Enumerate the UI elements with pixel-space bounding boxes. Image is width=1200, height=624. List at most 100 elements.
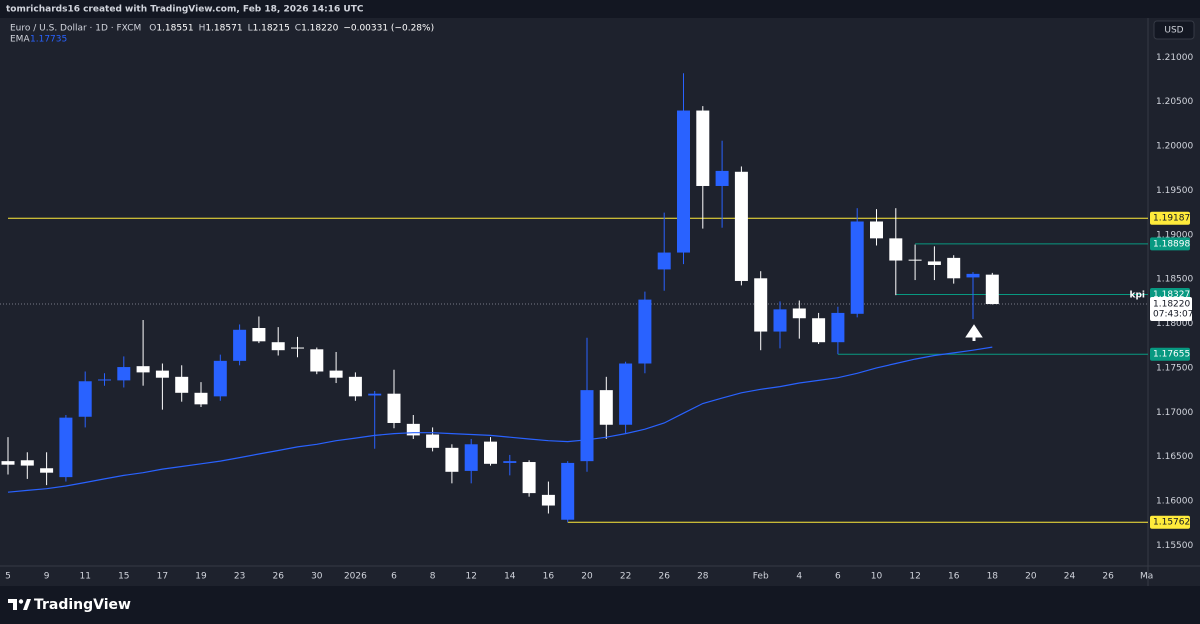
x-tick-label: 20 (581, 572, 593, 582)
x-tick-label: 8 (430, 572, 436, 582)
x-tick-label: 26 (1102, 572, 1114, 582)
candle-body (1, 461, 15, 465)
level-tag (1150, 237, 1190, 251)
level-label: 1.18898 (1153, 239, 1190, 249)
x-tick-label: 22 (620, 572, 631, 582)
x-tick-label: 12 (909, 572, 920, 582)
x-tick-label: 24 (1064, 572, 1076, 582)
candle-body (387, 393, 401, 423)
price-tag-name: kpi (1129, 291, 1145, 301)
candle-body (927, 261, 941, 265)
candle-body (985, 274, 999, 305)
x-tick-label: 16 (543, 572, 555, 582)
price-tag (1150, 297, 1192, 322)
candle-body (464, 444, 478, 471)
candle-body (619, 363, 633, 425)
x-tick-label: 11 (79, 572, 90, 582)
legend-value: 1.18571 (205, 24, 242, 34)
legend-value: 1.18220 (301, 24, 338, 34)
brand-logo (8, 599, 31, 610)
candle-body (580, 390, 594, 462)
candle-body (348, 376, 362, 397)
x-tick-label: 26 (658, 572, 670, 582)
candle-body (291, 347, 304, 349)
y-tick-label: 1.16500 (1156, 452, 1193, 462)
y-tick-label: 1.16000 (1156, 497, 1193, 507)
x-tick-label: 2026 (344, 572, 367, 582)
x-tick-label: 30 (311, 572, 323, 582)
candle-body (715, 170, 729, 186)
x-tick-label: 23 (234, 572, 245, 582)
x-tick-label: Ma (1140, 572, 1153, 582)
credit: tomrichards16 created with TradingView.c… (6, 5, 364, 15)
x-tick-label: 10 (871, 572, 883, 582)
candle-body (638, 299, 652, 364)
candle-body (78, 381, 92, 417)
legend-key: H (199, 24, 206, 34)
ema-line (7, 346, 993, 493)
time-axis-area (0, 566, 1200, 586)
x-tick-label: 12 (465, 572, 476, 582)
x-tick-label: 17 (157, 572, 168, 582)
legend-change: −0.00331 (−0.28%) (343, 24, 434, 34)
legend-value: 1.18551 (156, 24, 193, 34)
price-countdown: 07:43:07 (1153, 310, 1193, 320)
level-label: 1.15762 (1153, 518, 1190, 528)
logo-mark (8, 599, 17, 610)
candle-body (773, 309, 787, 332)
candle-body (59, 417, 73, 478)
candle-body (812, 318, 826, 343)
x-tick-label: 5 (5, 572, 11, 582)
y-tick-label: 1.20500 (1156, 97, 1193, 107)
currency-button[interactable] (1153, 20, 1195, 40)
logo-mark (18, 599, 24, 604)
candle-body (233, 329, 247, 361)
brand: TradingView (34, 597, 131, 613)
x-tick-label: 28 (697, 572, 709, 582)
y-tick-label: 1.17500 (1156, 363, 1193, 373)
x-tick-label: 15 (118, 572, 129, 582)
candle-body (599, 390, 613, 425)
candle-body (677, 110, 690, 253)
candle-body (98, 379, 111, 381)
candle-body (908, 259, 922, 261)
candle-body (947, 257, 961, 279)
candle-body (271, 342, 285, 351)
candle-body (117, 367, 131, 381)
x-tick-label: 16 (948, 572, 960, 582)
candle-body (194, 392, 208, 405)
legend-value: 1.18215 (253, 24, 290, 34)
candle-body (831, 312, 845, 343)
candle-body (850, 221, 864, 314)
candle-body (561, 462, 575, 520)
candle-body (136, 366, 150, 373)
candle-body (503, 461, 517, 463)
candle-body (175, 376, 189, 393)
y-tick-label: 1.18000 (1156, 319, 1193, 329)
chart-title: Euro / U.S. Dollar · 1D · FXCM (10, 24, 141, 34)
x-tick-label: 4 (796, 572, 802, 582)
annotation-arrow (965, 324, 983, 341)
candle-body (966, 273, 980, 278)
level-tag (1150, 515, 1190, 529)
logo-mark (23, 599, 31, 610)
currency[interactable]: USD (1164, 26, 1183, 36)
candle-body (484, 441, 497, 464)
x-tick-label: 19 (195, 572, 207, 582)
legend-key: C (295, 24, 301, 34)
y-tick-label: 1.19000 (1156, 230, 1193, 240)
x-tick-label: 26 (272, 572, 284, 582)
level-label: 1.19187 (1153, 214, 1190, 224)
x-tick-label: 18 (987, 572, 999, 582)
ema-value: 1.17735 (30, 35, 67, 45)
candle-body (657, 252, 671, 270)
x-tick-label: 6 (835, 572, 841, 582)
y-tick-label: 1.15500 (1156, 541, 1193, 551)
ema-name: EMA (10, 35, 30, 45)
candle-body (445, 447, 459, 472)
x-tick-label: 6 (391, 572, 397, 582)
candle-body (155, 370, 169, 378)
x-tick-label: 20 (1025, 572, 1037, 582)
